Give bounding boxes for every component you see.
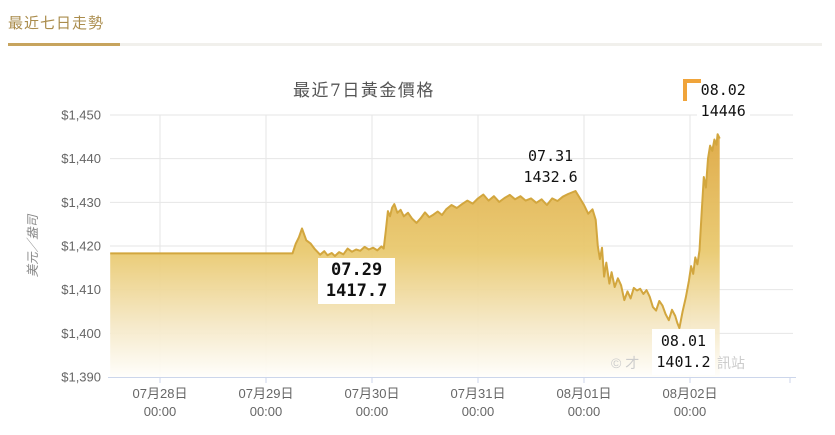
x-axis (108, 377, 796, 383)
annotation-value: 1401.2 (656, 353, 711, 372)
divider-accent (8, 43, 120, 46)
annotation-value: 1432.6 (523, 167, 578, 186)
y-tick-label: $1,440 (61, 151, 101, 166)
annotation-date: 07.29 (331, 260, 383, 281)
x-tick-time: 00:00 (674, 404, 707, 419)
section-divider (8, 43, 822, 46)
annotation-value: 1417.7 (325, 281, 388, 302)
x-tick-time: 00:00 (144, 404, 177, 419)
x-tick-time: 00:00 (462, 404, 495, 419)
price-annotation-08-01: 08.01 1401.2 (652, 329, 715, 376)
x-tick-time: 00:00 (568, 404, 601, 419)
y-tick-label: $1,450 (61, 108, 101, 123)
x-tick-date: 07月29日 (239, 386, 294, 401)
annotation-value: 14446 (700, 101, 746, 120)
price-area (110, 134, 720, 377)
price-annotation-07-29: 07.29 1417.7 (317, 258, 396, 305)
annotation-date: 08.01 (660, 332, 707, 351)
x-tick-date: 08月01日 (557, 386, 612, 401)
y-tick-label: $1,420 (61, 239, 101, 254)
annotation-date: 07.31 (528, 146, 574, 165)
x-tick-time: 00:00 (250, 404, 283, 419)
section-header: 最近七日走勢 (8, 12, 822, 46)
y-tick-label: $1,410 (61, 282, 101, 297)
watermark-fragment-left: © 才 (611, 355, 639, 371)
x-tick-date: 07月30日 (345, 386, 400, 401)
price-line (110, 133, 721, 330)
x-tick-date: 07月31日 (451, 386, 506, 401)
x-tick-date: 07月28日 (133, 386, 188, 401)
y-axis-labels: $1,450 $1,440 $1,430 $1,420 $1,410 $1,400 $1,3… (61, 108, 101, 385)
page-title: 最近七日走勢 (8, 15, 105, 32)
chart-title: 最近7日黃金價格 (293, 81, 435, 101)
y-axis-title: 美元／盎司 (25, 213, 40, 277)
corner-bracket-icon (682, 78, 701, 101)
y-tick-label: $1,430 (61, 195, 101, 210)
x-axis-labels: 07月28日 00:00 07月29日 00:00 07月30日 00:00 07月31日 0… (133, 386, 718, 419)
watermark-fragment-right: 訊站 (717, 355, 745, 371)
x-tick-time: 00:00 (356, 404, 389, 419)
annotation-date: 08.02 (700, 80, 746, 99)
y-tick-label: $1,400 (61, 326, 101, 341)
price-annotation-07-31: 07.31 1432.6 (520, 144, 582, 190)
x-tick-date: 08月02日 (663, 386, 718, 401)
y-tick-label: $1,390 (61, 370, 101, 385)
price-annotation-08-02: 08.02 14446 (682, 77, 750, 124)
